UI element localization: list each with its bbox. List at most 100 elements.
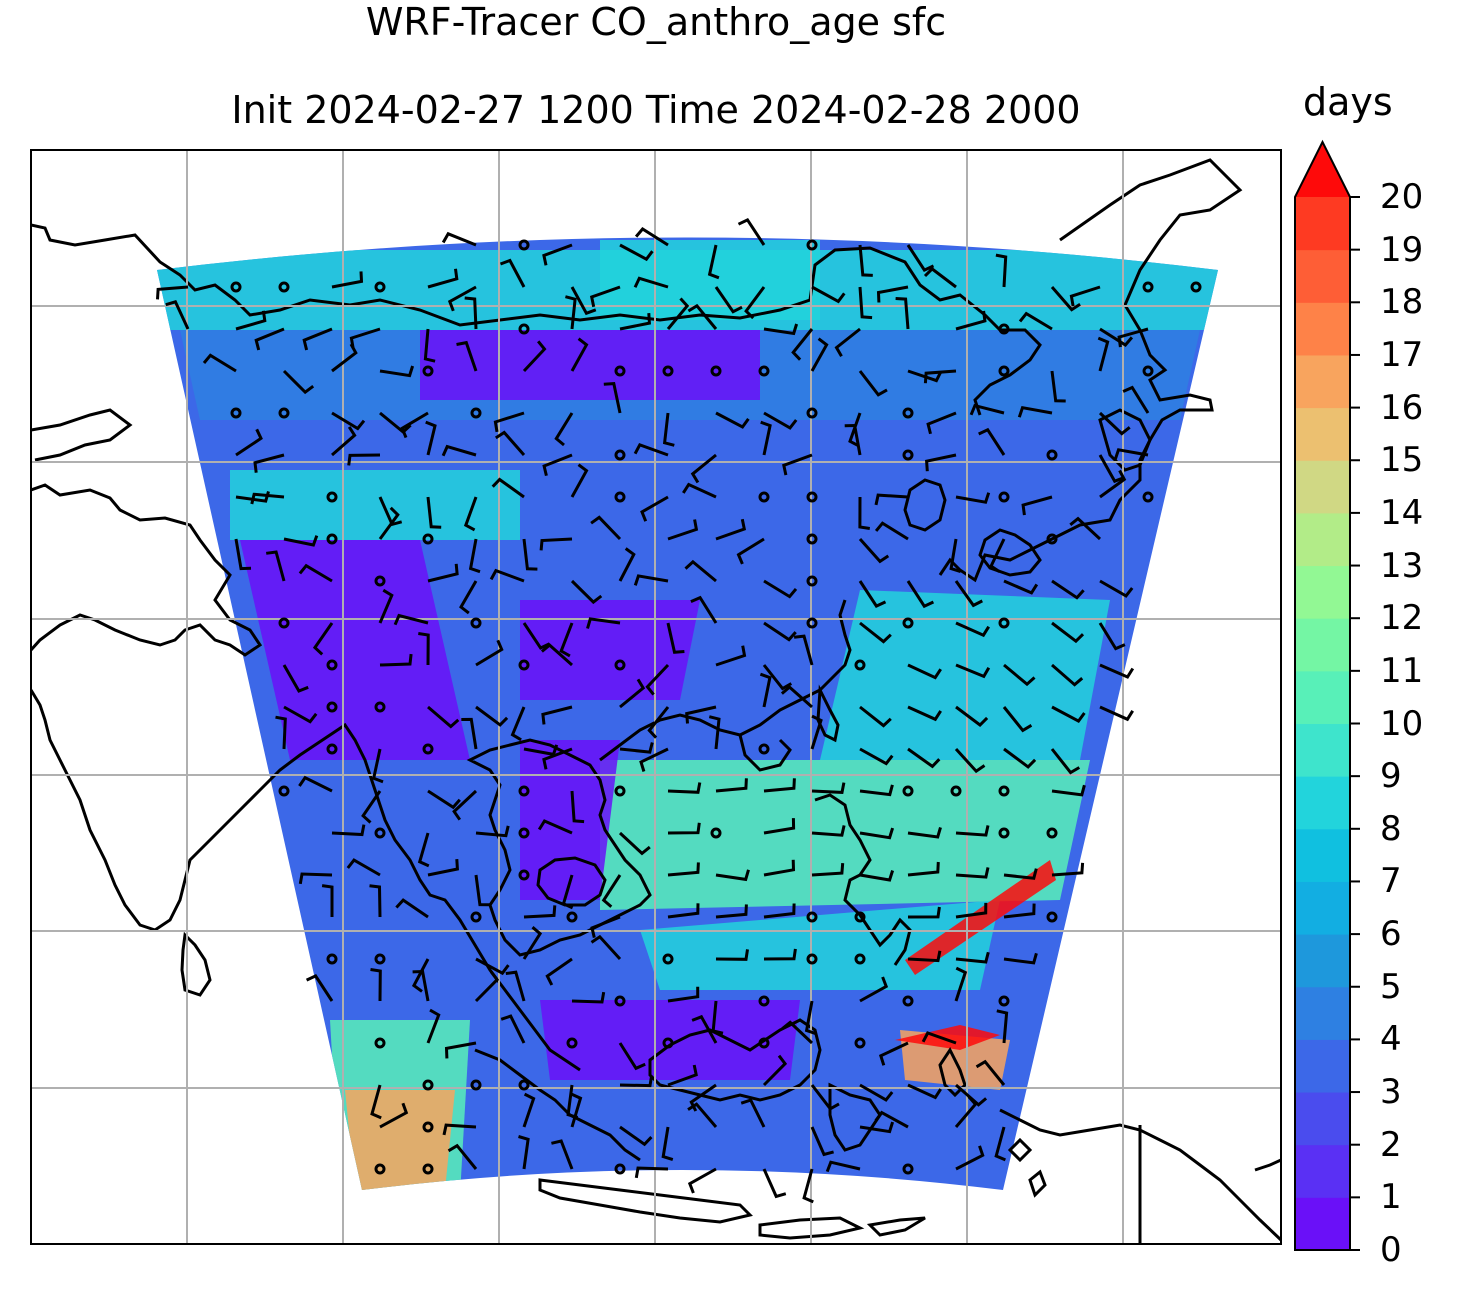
wind-barb	[667, 519, 699, 541]
colorbar-bin-13	[1295, 512, 1350, 567]
wind-barb	[1003, 663, 1036, 687]
wind-barb	[1069, 285, 1101, 307]
wind-barb	[811, 782, 846, 794]
colorbar-tick-label-1: 1	[1380, 1177, 1402, 1218]
wind-barb	[859, 1121, 895, 1134]
wind-barb	[874, 493, 909, 506]
wind-barb	[1098, 411, 1131, 436]
wind-barb	[542, 243, 573, 266]
wind-barb	[955, 867, 990, 879]
calm-wind-circle	[998, 785, 1010, 797]
wind-barb	[619, 742, 654, 754]
wind-barb	[468, 538, 481, 574]
wind-barb	[708, 715, 721, 750]
wind-barb	[707, 244, 720, 280]
calm-wind-circle	[998, 995, 1010, 1007]
colorbar-bin-10	[1295, 670, 1350, 724]
calm-wind-circle	[998, 827, 1010, 839]
wind-barb	[393, 613, 429, 626]
wind-barb	[427, 859, 459, 877]
wind-barb	[253, 453, 285, 473]
wind-barb	[619, 313, 651, 331]
wind-barb	[1050, 286, 1081, 312]
calm-wind-circle	[1190, 281, 1202, 293]
wind-barb	[859, 827, 895, 840]
wind-barb	[662, 412, 675, 447]
colorbar-bin-17	[1295, 302, 1350, 356]
colorbar-bin-2	[1295, 1092, 1350, 1146]
wind-barb	[926, 411, 957, 435]
wind-barb	[811, 825, 846, 837]
calm-wind-circle	[374, 953, 386, 965]
wind-barb	[1099, 327, 1134, 347]
wind-barb	[522, 926, 543, 960]
wind-barb	[1117, 327, 1149, 348]
calm-wind-circle	[758, 995, 770, 1007]
wind-barb	[667, 822, 701, 835]
wind-barb	[551, 1139, 574, 1170]
calm-wind-circle	[806, 491, 818, 503]
wind-barb	[540, 643, 573, 667]
wind-barb	[978, 427, 1006, 456]
wind-barb	[955, 310, 987, 331]
wind-barb	[949, 538, 962, 574]
colorbar-tick-label-15: 15	[1380, 440, 1424, 481]
calm-wind-circle	[950, 785, 962, 797]
wind-barb	[690, 595, 718, 624]
tracer-field-patch	[520, 740, 620, 900]
map-frame	[30, 149, 1282, 1245]
wind-barb	[331, 426, 357, 457]
calm-wind-circle	[902, 1163, 914, 1175]
calm-wind-circle	[806, 575, 818, 587]
wind-barb	[907, 705, 942, 722]
wind-barb	[1018, 311, 1053, 331]
colorbar-tick-label-0: 0	[1380, 1230, 1402, 1270]
wind-barb	[995, 253, 1008, 288]
wind-barb	[661, 1126, 674, 1162]
wind-barb	[684, 559, 717, 583]
colorbar-bin-6	[1295, 881, 1350, 935]
wind-barb	[418, 632, 430, 666]
calm-wind-circle	[374, 701, 386, 713]
wind-barb	[266, 550, 286, 582]
colorbar-tick-label-13: 13	[1380, 545, 1424, 586]
colorbar-tick-label-4: 4	[1380, 1019, 1402, 1060]
tracer-field-patch	[345, 1090, 455, 1190]
colorbar-tick-label-10: 10	[1380, 703, 1424, 744]
wind-barb	[969, 403, 1005, 416]
wind-barb	[571, 991, 606, 1004]
calm-wind-circle	[1046, 827, 1058, 839]
calm-wind-circle	[1046, 533, 1058, 545]
wind-barb	[1098, 454, 1125, 484]
calm-wind-circle	[614, 659, 626, 671]
wind-barb	[1098, 622, 1126, 651]
wind-barb	[763, 778, 796, 793]
wind-barb	[858, 538, 890, 564]
colorbar-tick-label-7: 7	[1380, 861, 1402, 902]
colorbar-bin-0	[1295, 1197, 1350, 1251]
wind-barb	[400, 411, 429, 439]
calm-wind-circle	[278, 281, 290, 293]
wind-barb	[475, 825, 510, 838]
calm-wind-circle	[758, 365, 770, 377]
wind-barb	[955, 1083, 988, 1107]
wind-barb	[791, 328, 814, 361]
wind-barb	[763, 903, 796, 919]
wind-barb	[447, 1143, 478, 1170]
wind-barb	[545, 957, 573, 986]
calm-wind-circle	[518, 659, 530, 671]
wind-barb	[537, 819, 573, 835]
wind-barb	[1099, 705, 1134, 722]
wind-barb	[793, 634, 814, 666]
wind-barb	[619, 1075, 654, 1088]
wind-barb	[763, 859, 796, 877]
colorbar-bin-11	[1295, 618, 1350, 672]
wind-barb	[442, 1123, 477, 1136]
wind-barb	[570, 463, 589, 498]
calm-wind-circle	[326, 743, 338, 755]
wind-barb	[923, 369, 957, 384]
wind-barb	[810, 1126, 834, 1157]
calm-wind-circle	[902, 449, 914, 461]
wind-barb	[570, 286, 597, 316]
wind-barb	[687, 1102, 718, 1128]
